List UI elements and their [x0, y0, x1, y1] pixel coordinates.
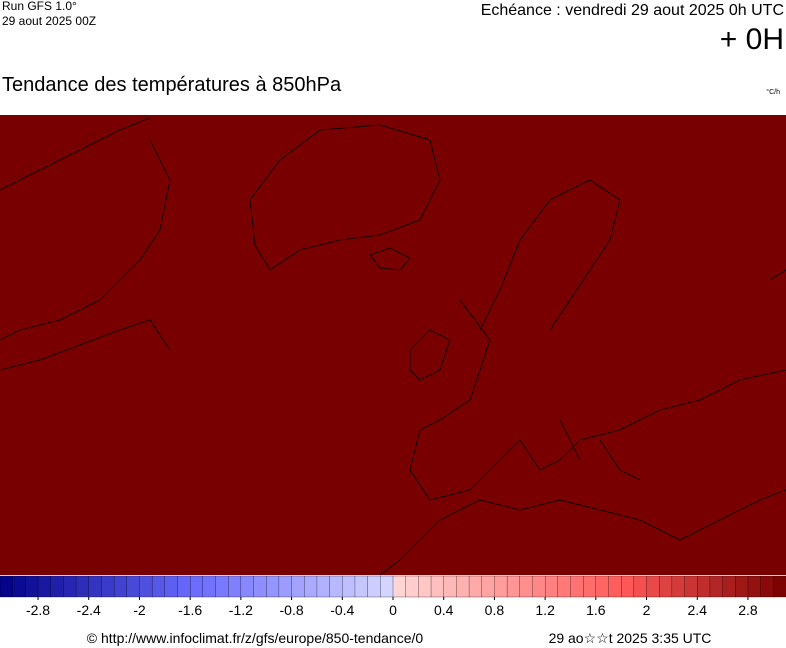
footer-generated: 29 ao☆☆t 2025 3:35 UTC [549, 630, 712, 646]
colorbar-tick-label: 1.2 [535, 602, 555, 618]
color-swatch [773, 575, 786, 598]
color-swatch [735, 575, 749, 598]
color-swatch [367, 575, 381, 598]
run-date: 29 aout 2025 00Z [2, 14, 96, 28]
colorbar-tick-label: 2 [643, 602, 651, 618]
map-field [0, 115, 786, 575]
color-swatch [722, 575, 736, 598]
color-swatch [316, 575, 331, 598]
color-swatch [380, 575, 394, 598]
color-swatch [405, 575, 419, 598]
color-swatch [304, 575, 318, 598]
colorbar-tick-label: -0.4 [330, 602, 354, 618]
color-swatch [228, 575, 242, 598]
color-swatch [240, 575, 254, 598]
color-swatch [468, 575, 483, 598]
color-swatch [697, 575, 711, 598]
color-swatch [418, 575, 432, 598]
color-swatch [0, 575, 14, 598]
color-swatch [747, 575, 762, 598]
colorbar-tick-label: -2.4 [77, 602, 101, 618]
color-swatch [583, 575, 597, 598]
color-swatch [506, 575, 521, 598]
colorbar-tick-label: 0.8 [485, 602, 505, 618]
color-swatch [557, 575, 571, 598]
color-swatch [608, 575, 622, 598]
color-swatch [684, 575, 698, 598]
offset: + 0H [720, 23, 784, 56]
color-swatch [139, 575, 153, 598]
color-swatch [709, 575, 724, 598]
color-swatch [50, 575, 64, 598]
color-swatch [519, 575, 533, 598]
color-swatch [63, 575, 77, 598]
color-swatch [392, 575, 407, 598]
color-swatch [659, 575, 673, 598]
color-swatch [481, 575, 495, 598]
color-swatch [113, 575, 128, 598]
colorbar-tick-label: -1.6 [178, 602, 202, 618]
color-swatch [202, 575, 216, 598]
color-swatch [621, 575, 635, 598]
color-swatch [25, 575, 39, 598]
run-label: Run GFS 1.0° [2, 0, 77, 13]
color-swatch [430, 575, 445, 598]
color-swatch [354, 575, 369, 598]
coastlines [0, 117, 786, 576]
color-swatch [760, 575, 774, 598]
colorbar-tick-label: 2.8 [738, 602, 758, 618]
colorbar: -2.8 -2.4 -2 -1.6 -1.2 -0.8 -0.4 0 0.4 0.8 1.2 1.6 2… [0, 575, 786, 618]
color-swatch [544, 575, 559, 598]
color-swatch [494, 575, 508, 598]
color-swatch [12, 575, 26, 598]
color-swatch [253, 575, 267, 598]
color-swatch [151, 575, 166, 598]
color-swatch [443, 575, 457, 598]
color-swatch [215, 575, 229, 598]
color-swatch [633, 575, 647, 598]
color-swatch [456, 575, 470, 598]
unit: °C/h [766, 88, 780, 96]
colorbar-tick-label: -2 [133, 602, 146, 618]
color-swatch [595, 575, 609, 598]
colorbar-tick-label: -1.2 [229, 602, 253, 618]
color-swatch [75, 575, 90, 598]
color-swatch [291, 575, 305, 598]
color-swatch [101, 575, 115, 598]
color-swatch [126, 575, 140, 598]
colorbar-tick-label: 0 [389, 602, 397, 618]
color-swatch [532, 575, 546, 598]
color-swatch [329, 575, 343, 598]
color-swatch [646, 575, 660, 598]
color-swatch [190, 575, 204, 598]
color-swatch [671, 575, 686, 598]
colorbar-tick-label: 2.4 [688, 602, 708, 618]
color-swatch [266, 575, 280, 598]
color-swatch [164, 575, 178, 598]
color-swatch [342, 575, 356, 598]
map-title: Tendance des températures à 850hPa [2, 74, 342, 96]
colorbar-tick-label: 0.4 [434, 602, 454, 618]
color-swatch [278, 575, 293, 598]
footer-source: © http://www.infoclimat.fr/z/gfs/europe/… [87, 630, 424, 646]
colorbar-tick-label: -2.8 [26, 602, 50, 618]
color-swatch [88, 575, 102, 598]
colorbar-tick-label: 1.6 [586, 602, 606, 618]
colorbar-tick-label: -0.8 [280, 602, 304, 618]
color-swatch [37, 575, 52, 598]
echeance: Echéance : vendredi 29 aout 2025 0h UTC [481, 2, 784, 19]
color-swatch [177, 575, 191, 598]
color-swatch [570, 575, 584, 598]
